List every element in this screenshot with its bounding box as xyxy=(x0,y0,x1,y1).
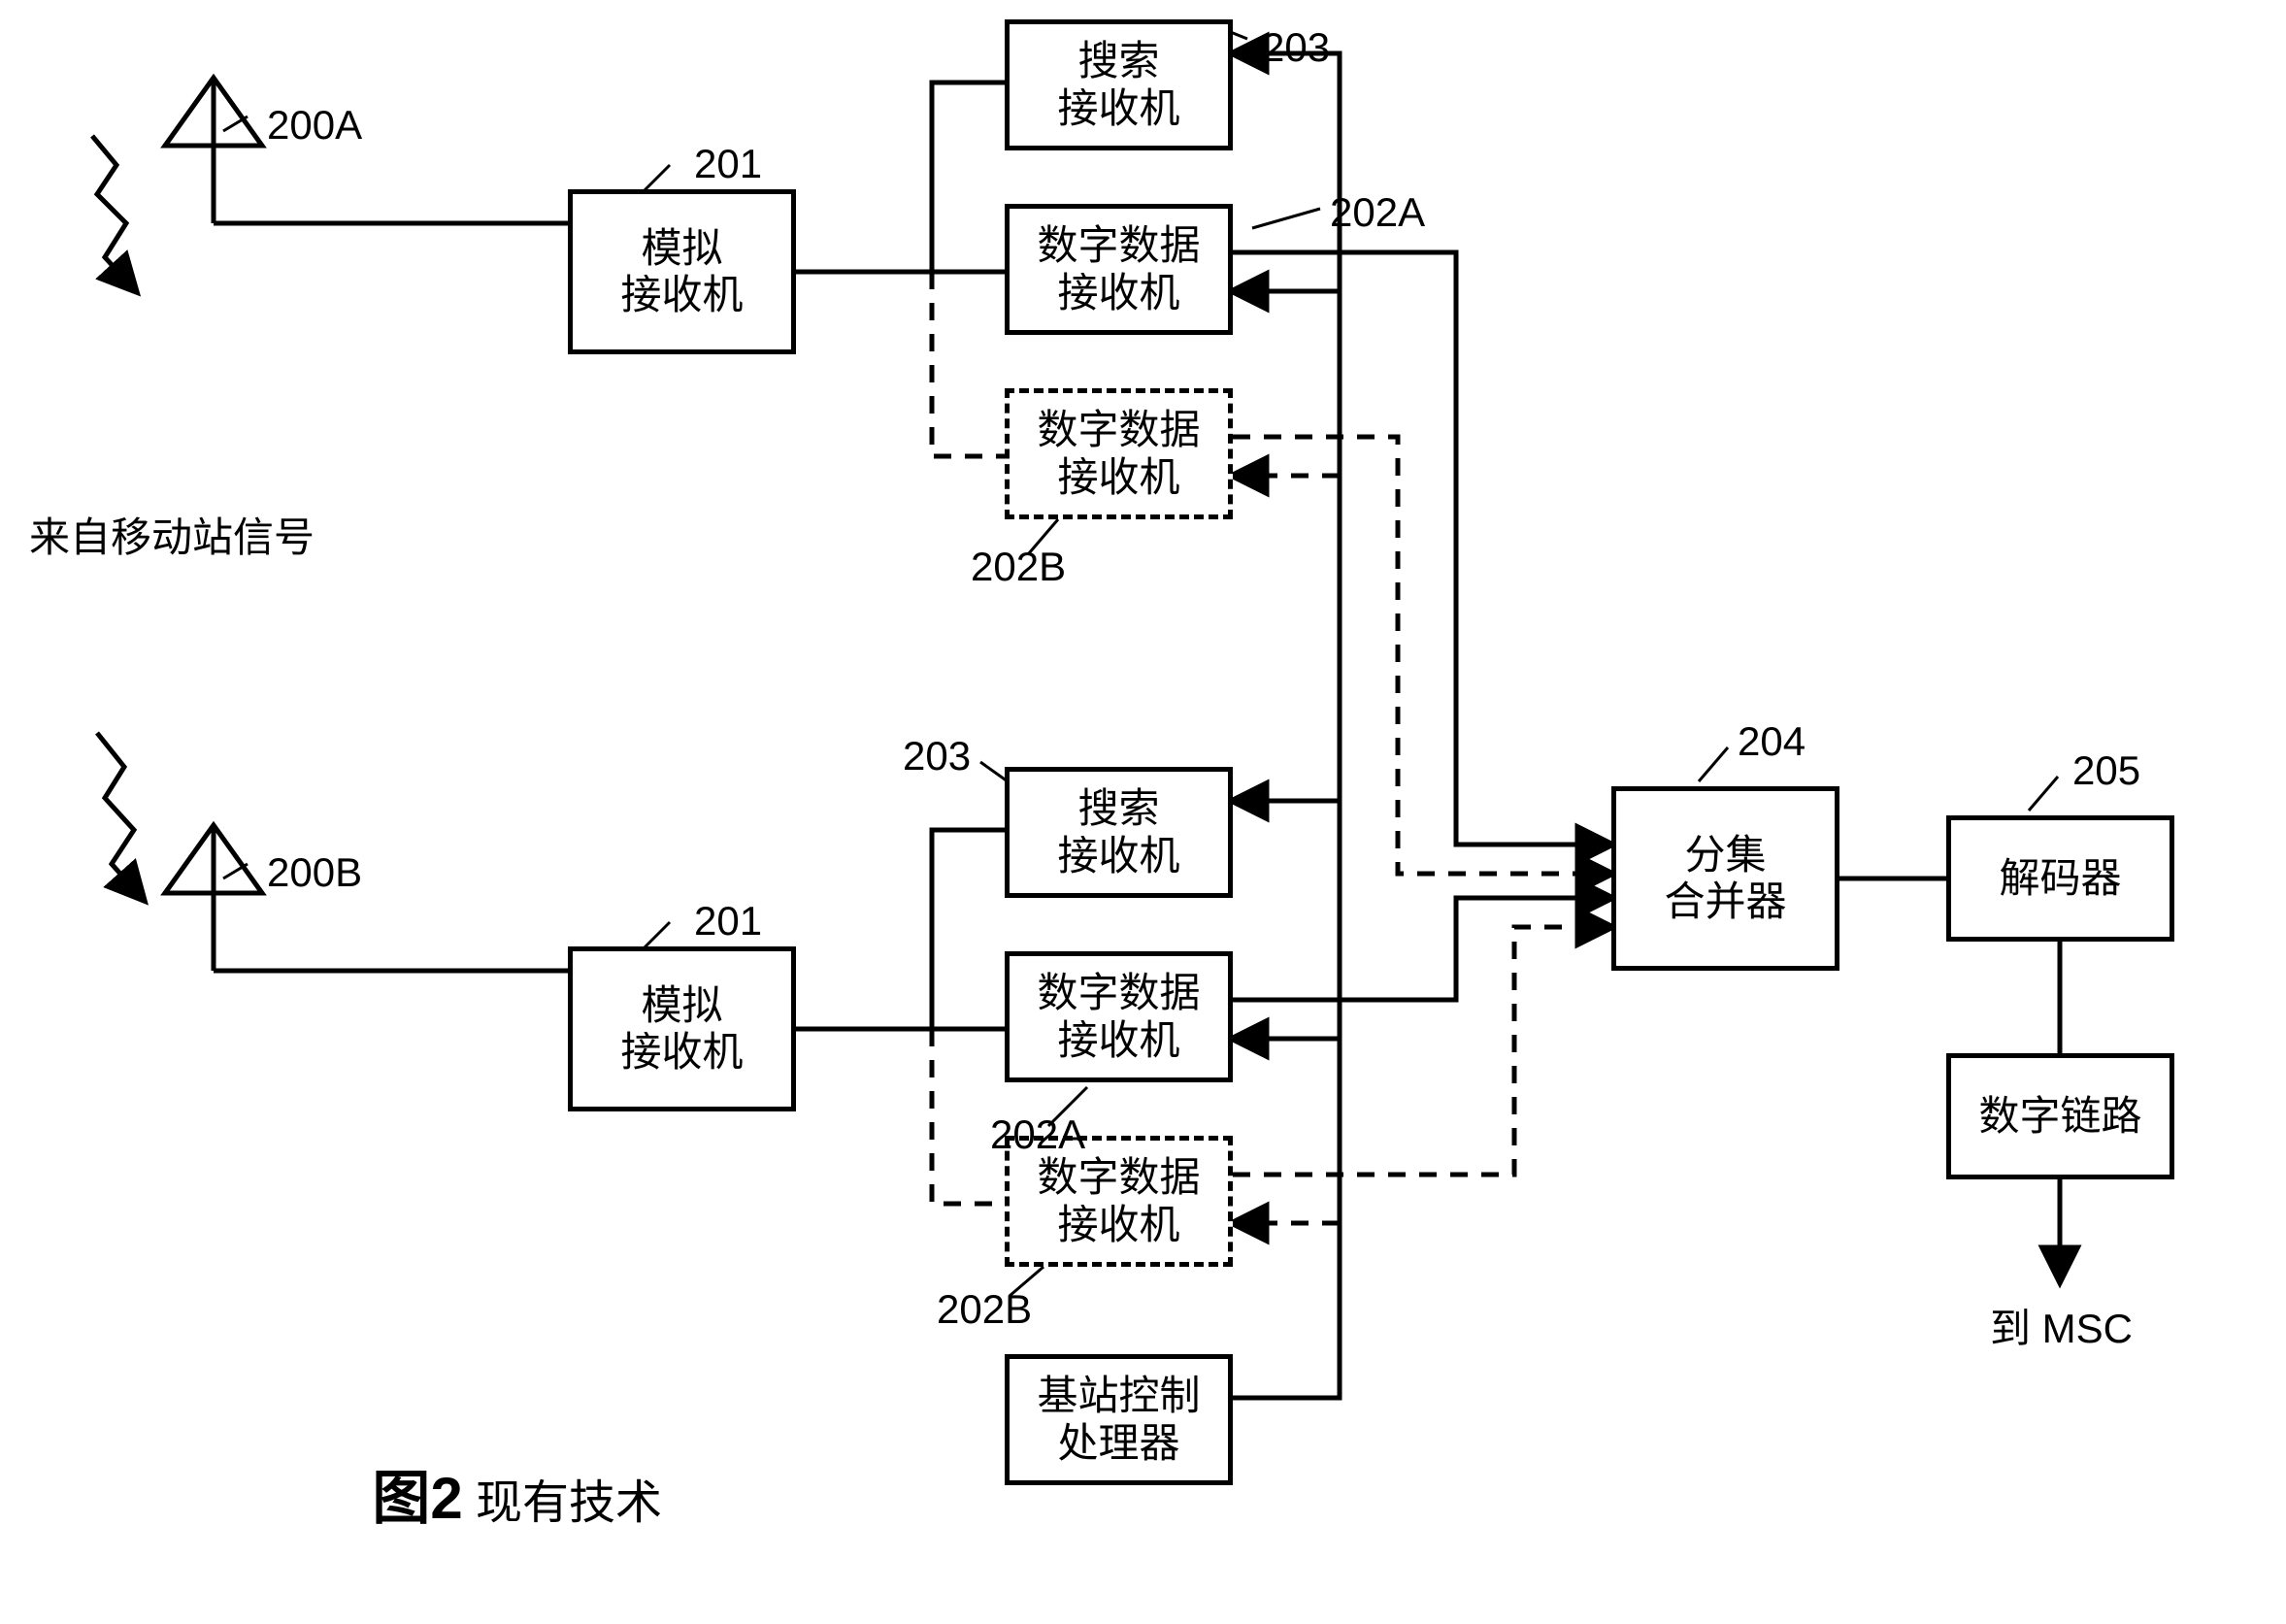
node-label: 数字数据 接收机 xyxy=(1037,1154,1200,1248)
analog-receiver-2: 模拟 接收机 xyxy=(568,946,796,1111)
antenna-a-label: 200A xyxy=(267,102,362,149)
node-label: 数字链路 xyxy=(1978,1093,2141,1140)
caption-number: 2 xyxy=(430,1466,462,1531)
node-label: 搜索 接收机 xyxy=(1057,785,1179,879)
caption-suffix: 现有技术 xyxy=(463,1477,662,1529)
ref-label: 203 xyxy=(1262,24,1330,71)
search-receiver-1: 搜索 接收机 xyxy=(1005,19,1233,150)
ref-label: 205 xyxy=(2072,747,2140,794)
search-receiver-2: 搜索 接收机 xyxy=(1005,767,1233,898)
node-label: 数字数据 接收机 xyxy=(1037,222,1200,316)
node-label: 模拟 接收机 xyxy=(620,225,743,319)
node-label: 数字数据 接收机 xyxy=(1037,407,1200,501)
decoder: 解码器 xyxy=(1946,815,2174,942)
ref-label: 203 xyxy=(903,733,971,779)
node-label: 搜索 接收机 xyxy=(1057,38,1179,132)
digital-link: 数字链路 xyxy=(1946,1053,2174,1179)
ref-label: 202B xyxy=(937,1286,1032,1333)
node-label: 模拟 接收机 xyxy=(620,982,743,1077)
output-to-msc-label: 到 MSC xyxy=(1990,1296,2133,1355)
digital-data-rx-1b: 数字数据 接收机 xyxy=(1005,388,1233,519)
node-label: 分集 合并器 xyxy=(1664,832,1786,926)
input-signal-label: 来自移动站信号 xyxy=(29,505,315,564)
node-label: 数字数据 接收机 xyxy=(1037,970,1200,1064)
node-label: 解码器 xyxy=(1999,855,2121,902)
diagram-canvas: 模拟 接收机 搜索 接收机 数字数据 接收机 数字数据 接收机 模拟 接收机 搜… xyxy=(0,0,2286,1624)
ref-label: 202A xyxy=(990,1111,1085,1158)
digital-data-rx-1a: 数字数据 接收机 xyxy=(1005,204,1233,335)
ref-label: 201 xyxy=(694,898,762,945)
node-label: 基站控制 处理器 xyxy=(1037,1373,1200,1467)
ref-label: 202A xyxy=(1330,189,1425,236)
analog-receiver-1: 模拟 接收机 xyxy=(568,189,796,354)
ref-label: 201 xyxy=(694,141,762,187)
ref-label: 204 xyxy=(1738,718,1806,765)
antenna-b-label: 200B xyxy=(267,849,362,896)
diversity-combiner: 分集 合并器 xyxy=(1611,786,1839,971)
figure-caption: 图2 现有技术 xyxy=(320,1398,662,1589)
digital-data-rx-2a: 数字数据 接收机 xyxy=(1005,951,1233,1082)
base-station-control-processor: 基站控制 处理器 xyxy=(1005,1354,1233,1485)
ref-label: 202B xyxy=(971,544,1066,590)
caption-prefix: 图 xyxy=(372,1466,430,1531)
